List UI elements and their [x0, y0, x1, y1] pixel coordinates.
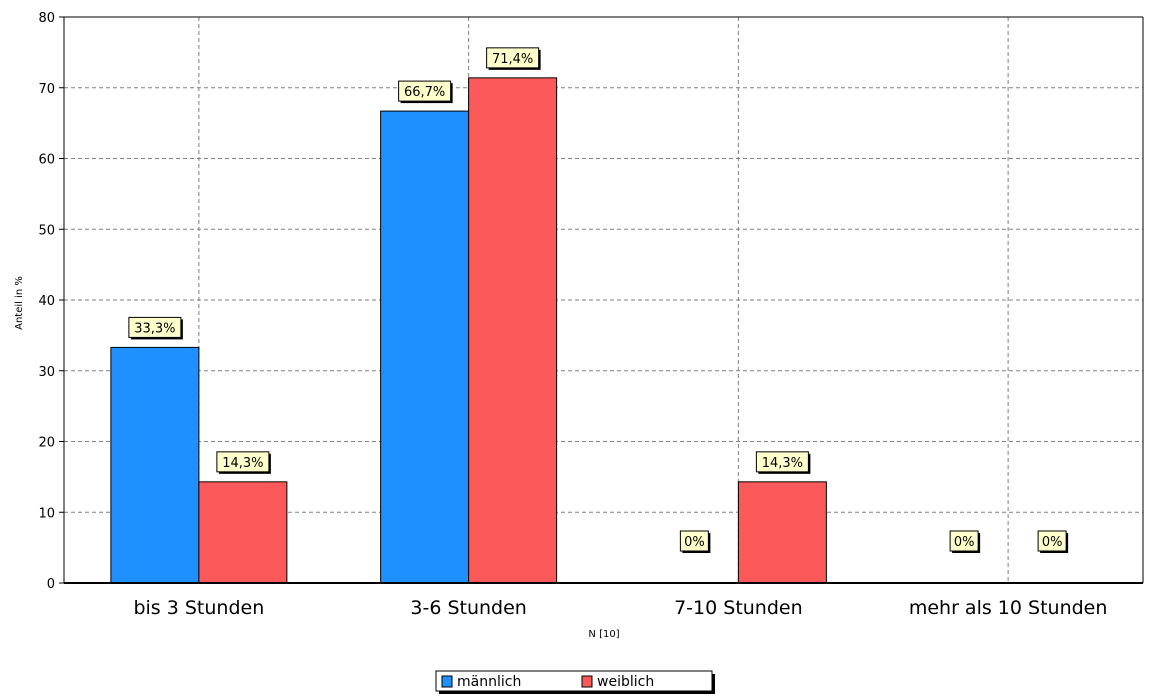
data-label-box	[128, 316, 182, 338]
y-tick-label: 70	[38, 82, 55, 97]
data-label-box	[679, 530, 709, 552]
data-label-text: 14,3%	[222, 456, 263, 471]
bar-weiblich	[468, 77, 558, 584]
y-tick-label: 30	[38, 365, 55, 380]
x-axis-title: N [10]	[588, 629, 619, 640]
data-label: 33,3%	[128, 316, 183, 340]
data-label-text: 0%	[684, 535, 705, 550]
x-tick-label: 7-10 Stunden	[674, 597, 803, 619]
data-label-box	[216, 451, 270, 473]
x-tick-label: bis 3 Stunden	[133, 597, 264, 619]
data-label: 0%	[1037, 530, 1069, 553]
bar-weiblich	[198, 481, 288, 584]
legend-swatch	[581, 675, 593, 688]
data-label-text: 66,7%	[404, 85, 445, 100]
data-label-box	[1037, 530, 1067, 552]
data-label: 0%	[949, 530, 981, 553]
data-label-text: 71,4%	[492, 52, 533, 67]
data-label-box	[755, 451, 809, 473]
legend-label: männlich	[457, 674, 521, 690]
data-label: 66,7%	[398, 80, 453, 104]
data-label-box	[398, 80, 452, 102]
data-label-text: 0%	[1042, 535, 1063, 550]
bar-maennlich	[380, 110, 470, 584]
bar-maennlich	[110, 346, 200, 584]
data-label: 71,4%	[486, 47, 541, 70]
y-tick-label: 50	[38, 223, 55, 238]
y-axis-title: Anteil in %	[14, 276, 25, 330]
bars	[110, 77, 827, 584]
legend: männlich weiblich	[435, 670, 715, 694]
axes: 0 10 20 30 40 50 60 70 80 bis 3 Stunden 3-6 Stunde…	[38, 11, 1144, 619]
y-tick-label: 20	[38, 436, 55, 451]
data-label-text: 33,3%	[134, 321, 175, 336]
data-labels: 33,3% 14,3% 66,7% 71,4% 0% 14,3% 0% 0%	[128, 47, 1069, 553]
bar-weiblich	[737, 481, 827, 584]
x-tick-label: mehr als 10 Stunden	[909, 597, 1108, 619]
y-tick-label: 40	[38, 294, 55, 309]
y-tick-label: 10	[38, 506, 55, 521]
data-label: 0%	[679, 530, 711, 553]
data-label-box	[486, 47, 540, 69]
legend-label: weiblich	[597, 674, 654, 690]
y-tick-label: 0	[47, 577, 55, 592]
data-label: 14,3%	[216, 451, 271, 474]
data-label-text: 14,3%	[762, 456, 803, 471]
y-tick-label: 80	[38, 11, 55, 26]
data-label: 14,3%	[755, 451, 811, 474]
legend-swatch	[441, 675, 453, 688]
x-tick-label: 3-6 Stunden	[410, 597, 526, 619]
legend-box	[435, 670, 713, 692]
data-label-text: 0%	[954, 535, 975, 550]
data-label-box	[949, 530, 979, 552]
y-tick-label: 60	[38, 153, 55, 168]
